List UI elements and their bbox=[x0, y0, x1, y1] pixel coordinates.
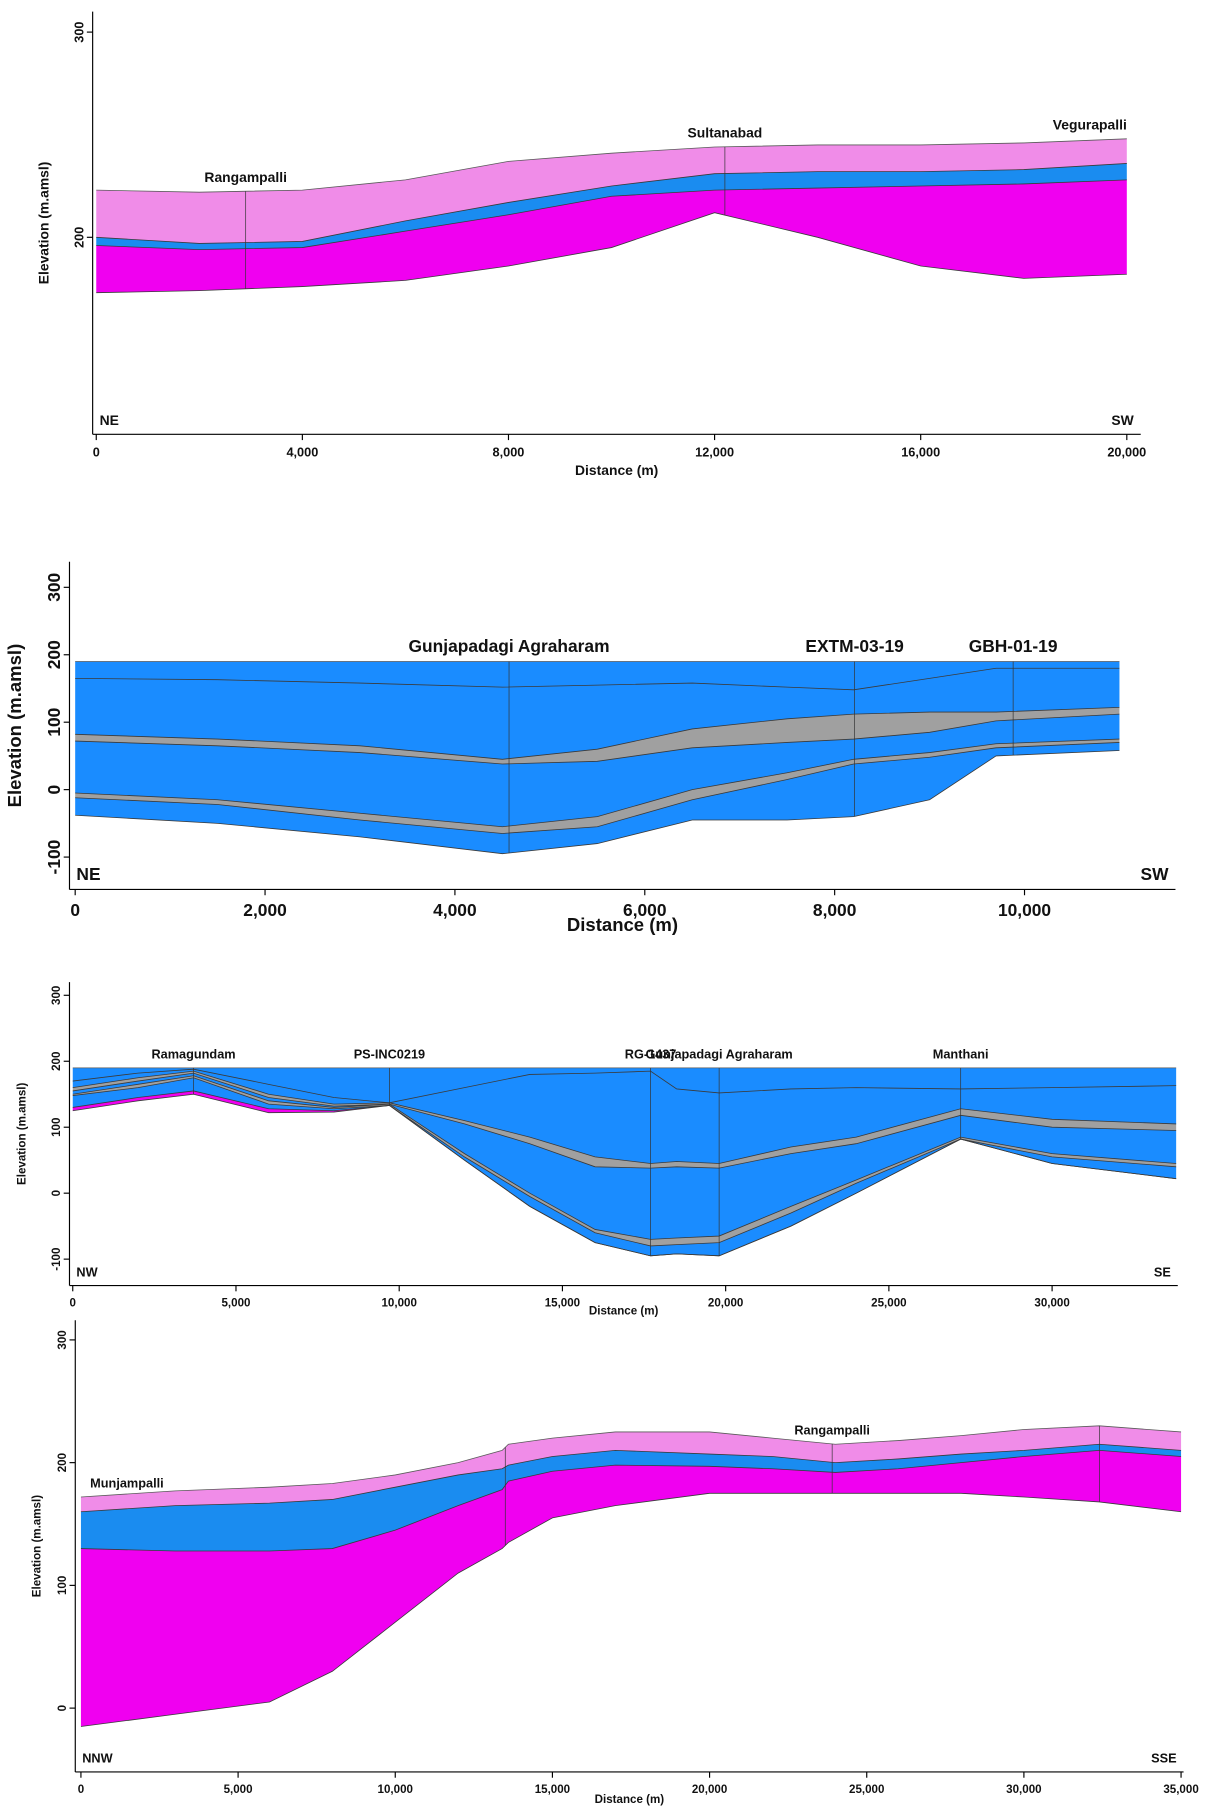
x-tick-label: 10,000 bbox=[378, 1784, 413, 1796]
x-tick-label: 0 bbox=[93, 444, 100, 459]
x-tick-label: 12,000 bbox=[695, 444, 734, 459]
direction-label: SW bbox=[1141, 864, 1170, 884]
x-axis-title: Distance (m) bbox=[595, 1794, 665, 1806]
y-tick-label: -100 bbox=[44, 840, 64, 875]
cross-section: Gunjapadagi Agraharam EXTM-03-19 GBH-01-19… bbox=[4, 562, 1176, 935]
x-tick-label: 30,000 bbox=[1006, 1784, 1041, 1796]
y-tick-label: 300 bbox=[51, 986, 63, 1005]
y-tick-label: 100 bbox=[44, 708, 64, 737]
x-tick-label: 10,000 bbox=[998, 900, 1051, 920]
x-axis-title: Distance (m) bbox=[575, 462, 658, 478]
y-tick-label: 300 bbox=[57, 1330, 69, 1349]
x-tick-label: 4,000 bbox=[286, 444, 318, 459]
x-tick-label: 0 bbox=[70, 900, 80, 920]
direction-label: SSE bbox=[1151, 1751, 1176, 1766]
y-tick-label: 200 bbox=[44, 640, 64, 669]
x-tick-label: 15,000 bbox=[545, 1297, 580, 1309]
well-label: PS-INC0219 bbox=[354, 1047, 425, 1062]
well-label: Vegurapalli bbox=[1053, 117, 1127, 133]
y-tick-label: 0 bbox=[57, 1705, 69, 1711]
y-axis-title: Elevation (m.amsl) bbox=[32, 1495, 44, 1597]
x-tick-label: 5,000 bbox=[221, 1297, 250, 1309]
x-tick-label: 16,000 bbox=[901, 444, 940, 459]
x-tick-label: 20,000 bbox=[692, 1784, 727, 1796]
y-tick-label: 300 bbox=[44, 573, 64, 602]
well-label: Ramagundam bbox=[151, 1047, 235, 1062]
direction-label: SE bbox=[1154, 1264, 1171, 1279]
x-axis-title: Distance (m) bbox=[589, 1305, 659, 1317]
cross-section: Rangampalli Sultanabad Vegurapalli 0 4,000 8,… bbox=[36, 12, 1147, 478]
y-tick-label: 0 bbox=[51, 1190, 63, 1196]
y-tick-label: 100 bbox=[51, 1118, 63, 1137]
cross-section: Munjampalli Rangampalli 0 5,000 10,000 15,000… bbox=[32, 1320, 1199, 1806]
direction-label: NE bbox=[76, 864, 100, 884]
x-tick-label: 2,000 bbox=[243, 900, 286, 920]
well-label: Munjampalli bbox=[90, 1476, 163, 1491]
direction-label: SW bbox=[1111, 412, 1134, 428]
x-axis-title: Distance (m) bbox=[567, 914, 678, 935]
figure: Rangampalli Sultanabad Vegurapalli 0 4,000 8,… bbox=[0, 0, 1216, 1809]
y-tick-label: 300 bbox=[71, 21, 86, 42]
well-label: Rangampalli bbox=[794, 1423, 870, 1438]
x-tick-label: 25,000 bbox=[871, 1297, 906, 1309]
direction-label: NW bbox=[76, 1264, 97, 1279]
x-tick-label: 4,000 bbox=[433, 900, 476, 920]
x-tick-label: 8,000 bbox=[813, 900, 856, 920]
y-tick-label: 200 bbox=[71, 227, 86, 248]
y-tick-label: 200 bbox=[57, 1453, 69, 1472]
x-tick-label: 30,000 bbox=[1034, 1297, 1069, 1309]
y-axis-title: Elevation (m.amsl) bbox=[36, 162, 52, 285]
well-label: Gunjapadagi Agraharam bbox=[409, 636, 610, 656]
y-axis-title: Elevation (m.amsl) bbox=[16, 1083, 28, 1185]
x-tick-label: 0 bbox=[70, 1297, 76, 1309]
y-axis-title: Elevation (m.amsl) bbox=[4, 644, 25, 808]
x-tick-label: 10,000 bbox=[381, 1297, 416, 1309]
x-tick-label: 20,000 bbox=[708, 1297, 743, 1309]
x-tick-label: 8,000 bbox=[493, 444, 525, 459]
direction-label: NNW bbox=[82, 1751, 112, 1766]
x-tick-label: 35,000 bbox=[1163, 1784, 1198, 1796]
well-label: Rangampalli bbox=[204, 169, 286, 185]
y-tick-label: 200 bbox=[51, 1052, 63, 1071]
direction-label: NE bbox=[100, 412, 119, 428]
well-label: Sultanabad bbox=[687, 125, 762, 141]
x-tick-label: 15,000 bbox=[535, 1784, 570, 1796]
x-tick-label: 5,000 bbox=[224, 1784, 253, 1796]
y-tick-label: 100 bbox=[57, 1576, 69, 1595]
page: {"chart_data": [ {"type": "area", "xlabe… bbox=[0, 0, 1216, 1809]
x-tick-label: 20,000 bbox=[1107, 444, 1146, 459]
well-label: GBH-01-19 bbox=[969, 636, 1058, 656]
y-tick-label: 0 bbox=[44, 785, 64, 795]
x-tick-label: 25,000 bbox=[849, 1784, 884, 1796]
y-tick-label: -100 bbox=[51, 1248, 63, 1271]
x-tick-label: 0 bbox=[78, 1784, 84, 1796]
well-label: Gunjapadagi Agraharam bbox=[645, 1047, 792, 1062]
well-label: Manthani bbox=[933, 1047, 989, 1062]
well-label: EXTM-03-19 bbox=[805, 636, 904, 656]
